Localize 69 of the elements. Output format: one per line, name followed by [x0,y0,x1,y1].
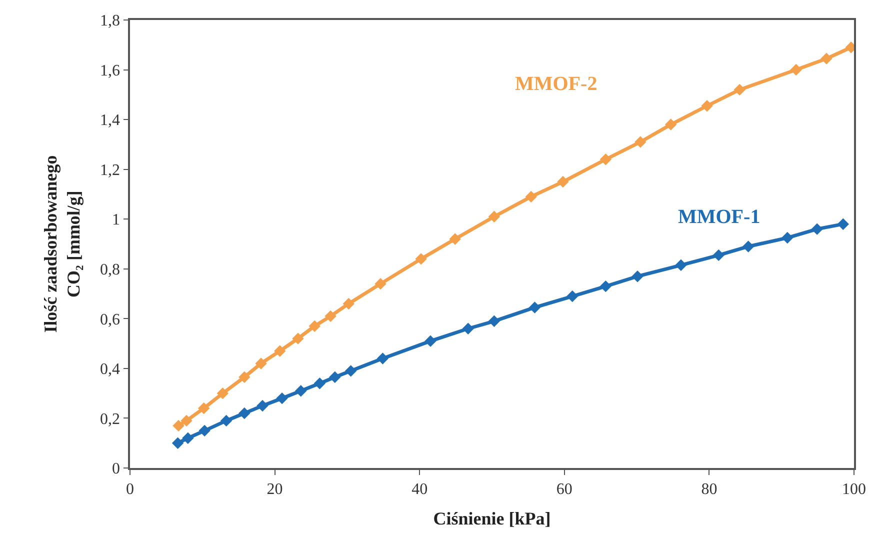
x-axis-title: Ciśnienie [kPa] [433,508,551,529]
point [742,240,754,252]
point [675,259,687,272]
y-tick-label: 0,6 [100,311,120,328]
point [782,232,794,244]
y-tick-label: 1,2 [100,162,120,179]
point [216,387,229,400]
point [255,358,267,370]
point [488,315,500,328]
point [701,100,713,112]
point [198,424,210,437]
point [329,371,341,384]
point [557,176,569,188]
point [292,332,304,344]
x-tick-label: 100 [842,480,866,498]
point [415,253,427,265]
point [634,136,646,148]
point [220,414,232,427]
text: MMOF-2 [515,73,598,95]
point [811,223,823,235]
point [308,320,320,332]
y-tick-label: 1,6 [100,62,120,80]
point [600,280,612,292]
point [238,371,250,384]
y-tick-label: 0,4 [100,361,120,378]
point [274,345,286,357]
point [276,392,288,404]
point [525,190,537,203]
y-tick-label: 0 [112,460,120,478]
point [172,420,184,432]
y-axis-title: Ilość zaadsorbowanego CO₂ [mmol/g] [40,155,84,333]
point [342,298,354,310]
point [182,432,194,444]
point [734,84,746,96]
point [837,218,849,230]
point [820,52,832,64]
point [488,210,500,222]
point [712,249,724,262]
point [256,400,268,412]
y-tick-label: 1,4 [100,112,120,130]
point [449,233,461,245]
point [198,402,210,414]
y-tick-label: 1,8 [100,12,120,30]
point [324,310,336,322]
point [180,414,192,427]
point [632,270,644,282]
x-tick-label: 40 [412,480,428,498]
point [374,278,386,290]
point [528,302,541,314]
x-tick-label: 80 [701,480,718,498]
series-label: MMOF-1 [678,206,760,228]
point [600,154,612,166]
point [664,118,677,130]
point [424,335,436,347]
point [344,365,357,377]
point [238,407,250,420]
point [462,322,474,334]
x-tick-label: 60 [556,480,572,498]
point [295,384,307,397]
x-tick-label: 0 [126,480,134,498]
y-tick-label: 0,2 [100,410,120,428]
point [566,290,578,302]
point [376,352,389,364]
point [172,437,184,449]
y-tick-label: 0,8 [100,261,120,278]
x-tick-label: 20 [266,480,283,498]
y-tick-label: 1 [112,212,120,229]
point [314,378,326,390]
point [790,64,802,76]
